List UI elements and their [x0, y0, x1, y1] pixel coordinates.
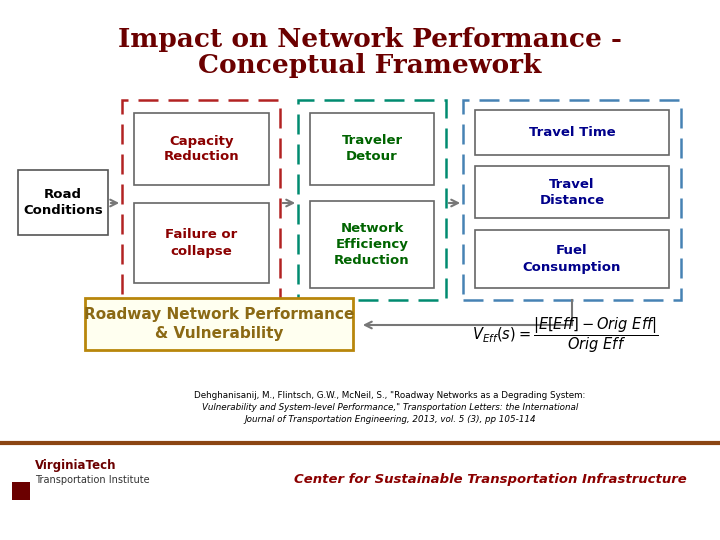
Text: Capacity
Reduction: Capacity Reduction [163, 134, 239, 164]
FancyBboxPatch shape [134, 203, 269, 283]
Text: Travel
Distance: Travel Distance [539, 178, 605, 206]
Bar [85, 298, 353, 350]
Text: Transportation Institute: Transportation Institute [35, 475, 150, 485]
Text: Impact on Network Performance -: Impact on Network Performance - [118, 28, 622, 52]
Text: Fuel
Consumption: Fuel Consumption [523, 245, 621, 273]
Text: Failure or
collapse: Failure or collapse [166, 228, 238, 258]
Text: Road
Conditions: Road Conditions [23, 188, 103, 217]
Text: $V_{Eff}(s) = \dfrac{|E[Eff] - Orig\ Eff|}{Orig\ Eff}$: $V_{Eff}(s) = \dfrac{|E[Eff] - Orig\ Eff… [472, 315, 658, 355]
Text: Journal of Transportation Engineering, 2013, vol. 5 (3), pp 105-114: Journal of Transportation Engineering, 2… [244, 415, 536, 423]
Bar [463, 100, 681, 300]
Text: VirginiaTech: VirginiaTech [35, 460, 117, 472]
Text: Conceptual Framework: Conceptual Framework [198, 53, 541, 78]
Bar [122, 100, 280, 300]
Text: Roadway Network Performance
& Vulnerability: Roadway Network Performance & Vulnerabil… [84, 307, 354, 341]
Text: Vulnerability and System-level Performance," Transportation Letters: the Interna: Vulnerability and System-level Performan… [202, 402, 578, 411]
Bar [298, 100, 446, 300]
FancyBboxPatch shape [475, 230, 669, 288]
Bar [12, 482, 30, 500]
Text: Dehghanisanij, M., Flintsch, G.W., McNeil, S., "Roadway Networks as a Degrading : Dehghanisanij, M., Flintsch, G.W., McNei… [194, 390, 585, 400]
FancyBboxPatch shape [475, 166, 669, 218]
Text: Traveler
Detour: Traveler Detour [341, 134, 402, 164]
FancyBboxPatch shape [310, 113, 434, 185]
FancyBboxPatch shape [134, 113, 269, 185]
FancyBboxPatch shape [310, 201, 434, 288]
Text: Center for Sustainable Transportation Infrastructure: Center for Sustainable Transportation In… [294, 474, 686, 487]
Text: Network
Efficiency
Reduction: Network Efficiency Reduction [334, 222, 410, 267]
FancyBboxPatch shape [475, 110, 669, 155]
Text: Travel Time: Travel Time [528, 126, 616, 139]
FancyBboxPatch shape [18, 170, 108, 235]
